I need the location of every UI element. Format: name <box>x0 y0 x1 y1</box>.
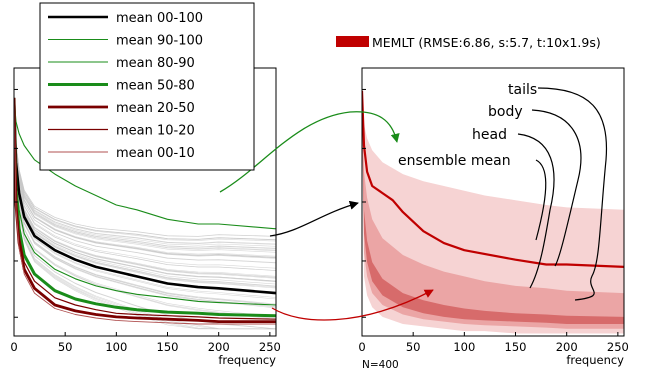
sample-size-note: N=400 <box>362 359 399 371</box>
x-tick-label: 100 <box>105 340 127 354</box>
left-plot: 0 50 100 150 200 250 frequency <box>10 67 281 367</box>
x-tick-label: 100 <box>453 340 475 354</box>
tails-leader-line <box>537 87 608 301</box>
legend-label: mean 10-20 <box>116 124 195 139</box>
left-x-axis-label: frequency <box>218 353 276 367</box>
legend-label: mean 20-50 <box>116 101 195 116</box>
red-connector-arrow <box>271 289 434 321</box>
right-x-axis-label: frequency <box>566 353 624 367</box>
black-connector-arrow <box>269 200 359 237</box>
legend-label: mean 00-100 <box>116 11 203 26</box>
individual-curve <box>14 97 276 237</box>
right-y-ticks <box>362 88 366 318</box>
x-tick-label: 150 <box>505 340 527 354</box>
legend-label: mean 50-80 <box>116 79 195 94</box>
individual-curve <box>14 97 276 271</box>
band-body <box>362 97 624 329</box>
ensemble-mean-line <box>362 90 624 268</box>
annotation-tails: tails <box>508 82 537 98</box>
individual-curve <box>14 97 276 257</box>
series-line <box>14 97 276 306</box>
x-tick-label: 0 <box>358 340 365 354</box>
left-y-ticks <box>14 88 18 318</box>
annotation-body: body <box>488 104 523 120</box>
left-series-lines <box>14 97 276 325</box>
head-leader-line <box>517 133 555 289</box>
series-line <box>14 97 276 230</box>
x-tick-label: 50 <box>58 340 73 354</box>
individual-curve <box>14 97 276 263</box>
series-line <box>14 97 276 318</box>
left-x-ticks: 0 50 100 150 200 250 <box>10 332 281 354</box>
x-tick-label: 200 <box>556 340 578 354</box>
right-plot: 0 50 100 150 200 250 frequency N=400 MEMLT (R… <box>336 35 629 371</box>
series-line <box>14 97 276 320</box>
individual-curve <box>14 97 276 242</box>
individual-curve <box>14 97 276 309</box>
memlt-legend-swatch <box>336 36 369 47</box>
legend-label: mean 00-10 <box>116 146 195 161</box>
legend-box <box>39 2 255 171</box>
right-x-ticks: 0 50 100 150 200 250 <box>358 332 629 354</box>
body-leader-line <box>531 109 582 267</box>
right-series-lines <box>362 90 624 268</box>
x-tick-label: 50 <box>406 340 421 354</box>
x-tick-label: 250 <box>607 340 629 354</box>
legend-label: mean 80-90 <box>116 56 195 71</box>
series-line <box>14 97 276 323</box>
x-tick-label: 250 <box>259 340 281 354</box>
left-legend: mean 00-100 mean 90-100 mean 80-90 mean 50-… <box>39 2 255 171</box>
annotation-head: head <box>472 127 507 143</box>
x-tick-label: 0 <box>10 340 17 354</box>
series-line <box>14 97 276 295</box>
memlt-title: MEMLT (RMSE:6.86, s:5.7, t:10x1.9s) <box>372 35 601 50</box>
x-tick-label: 200 <box>208 340 230 354</box>
legend-label: mean 90-100 <box>116 34 203 49</box>
individual-curve <box>14 97 276 317</box>
x-tick-label: 150 <box>157 340 179 354</box>
individual-curve <box>14 97 276 330</box>
right-bands <box>362 86 624 334</box>
ensemble-mean-leader-line <box>535 159 547 241</box>
series-line <box>14 97 276 325</box>
annotation-ensemble-mean: ensemble mean <box>398 153 511 169</box>
individual-curve <box>14 97 276 247</box>
